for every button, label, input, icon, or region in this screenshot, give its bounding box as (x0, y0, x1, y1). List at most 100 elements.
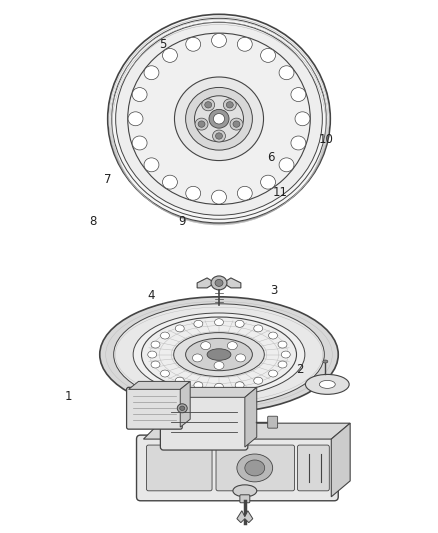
Ellipse shape (132, 87, 147, 101)
Ellipse shape (194, 96, 244, 142)
Ellipse shape (278, 341, 287, 348)
Ellipse shape (160, 332, 170, 339)
Text: 7: 7 (104, 173, 112, 185)
Ellipse shape (215, 133, 223, 139)
Ellipse shape (213, 114, 225, 124)
Ellipse shape (100, 297, 338, 412)
Ellipse shape (291, 87, 306, 101)
FancyBboxPatch shape (137, 435, 338, 501)
FancyBboxPatch shape (216, 445, 294, 491)
Ellipse shape (236, 354, 246, 362)
Ellipse shape (233, 121, 240, 127)
Ellipse shape (186, 87, 252, 150)
Ellipse shape (128, 33, 310, 205)
Ellipse shape (230, 118, 243, 130)
Text: 1: 1 (65, 390, 73, 403)
Ellipse shape (174, 77, 264, 160)
Ellipse shape (237, 37, 252, 51)
Polygon shape (331, 423, 350, 497)
Polygon shape (163, 387, 257, 397)
Ellipse shape (295, 112, 310, 126)
Text: 11: 11 (272, 186, 287, 199)
Ellipse shape (281, 351, 290, 358)
Ellipse shape (205, 102, 212, 108)
Ellipse shape (215, 319, 223, 326)
Ellipse shape (227, 342, 237, 350)
Ellipse shape (279, 158, 294, 172)
Ellipse shape (201, 342, 211, 350)
Ellipse shape (132, 136, 147, 150)
Ellipse shape (245, 460, 265, 476)
Ellipse shape (186, 37, 201, 51)
Ellipse shape (254, 377, 263, 384)
Ellipse shape (211, 276, 227, 290)
Polygon shape (144, 423, 350, 439)
Ellipse shape (212, 130, 226, 142)
Ellipse shape (202, 99, 215, 111)
Ellipse shape (151, 361, 160, 368)
Ellipse shape (128, 112, 143, 126)
Ellipse shape (323, 360, 328, 363)
Ellipse shape (261, 49, 276, 62)
Ellipse shape (305, 375, 349, 394)
Ellipse shape (268, 370, 278, 377)
Text: 8: 8 (89, 215, 96, 228)
Text: 3: 3 (270, 284, 277, 297)
Ellipse shape (212, 190, 226, 204)
FancyBboxPatch shape (160, 394, 248, 450)
Polygon shape (245, 387, 257, 447)
Ellipse shape (162, 175, 177, 189)
Ellipse shape (192, 354, 202, 362)
Ellipse shape (177, 404, 187, 413)
Ellipse shape (116, 22, 322, 215)
Ellipse shape (209, 109, 229, 128)
FancyBboxPatch shape (268, 416, 278, 428)
Ellipse shape (194, 320, 203, 327)
Ellipse shape (235, 382, 244, 389)
Ellipse shape (195, 118, 208, 130)
Ellipse shape (226, 102, 233, 108)
Ellipse shape (194, 382, 203, 389)
FancyBboxPatch shape (240, 495, 250, 503)
Polygon shape (180, 382, 190, 427)
Ellipse shape (114, 304, 324, 405)
Ellipse shape (198, 121, 205, 127)
Ellipse shape (174, 333, 264, 376)
Ellipse shape (254, 325, 263, 332)
Ellipse shape (237, 187, 252, 200)
Text: 4: 4 (148, 289, 155, 302)
FancyBboxPatch shape (297, 445, 329, 491)
Ellipse shape (186, 338, 252, 370)
Ellipse shape (108, 14, 330, 223)
Ellipse shape (175, 377, 184, 384)
Ellipse shape (215, 279, 223, 286)
Ellipse shape (160, 370, 170, 377)
Text: 9: 9 (178, 215, 186, 228)
Polygon shape (129, 382, 190, 389)
Ellipse shape (212, 34, 226, 47)
Ellipse shape (223, 99, 236, 111)
Ellipse shape (319, 381, 335, 389)
Ellipse shape (207, 349, 231, 360)
Ellipse shape (180, 406, 185, 410)
Ellipse shape (278, 361, 287, 368)
FancyBboxPatch shape (127, 387, 182, 429)
Ellipse shape (233, 485, 257, 497)
FancyBboxPatch shape (146, 445, 212, 491)
Text: 5: 5 (159, 38, 166, 51)
Polygon shape (237, 511, 253, 523)
Polygon shape (197, 278, 215, 288)
Ellipse shape (186, 187, 201, 200)
Text: 10: 10 (318, 133, 333, 146)
Ellipse shape (235, 320, 244, 327)
Ellipse shape (144, 158, 159, 172)
Ellipse shape (268, 332, 278, 339)
Ellipse shape (141, 317, 297, 392)
Ellipse shape (133, 313, 305, 396)
Ellipse shape (261, 175, 276, 189)
Ellipse shape (215, 383, 223, 390)
Ellipse shape (151, 341, 160, 348)
Ellipse shape (175, 325, 184, 332)
Ellipse shape (291, 136, 306, 150)
Text: 6: 6 (268, 151, 275, 164)
